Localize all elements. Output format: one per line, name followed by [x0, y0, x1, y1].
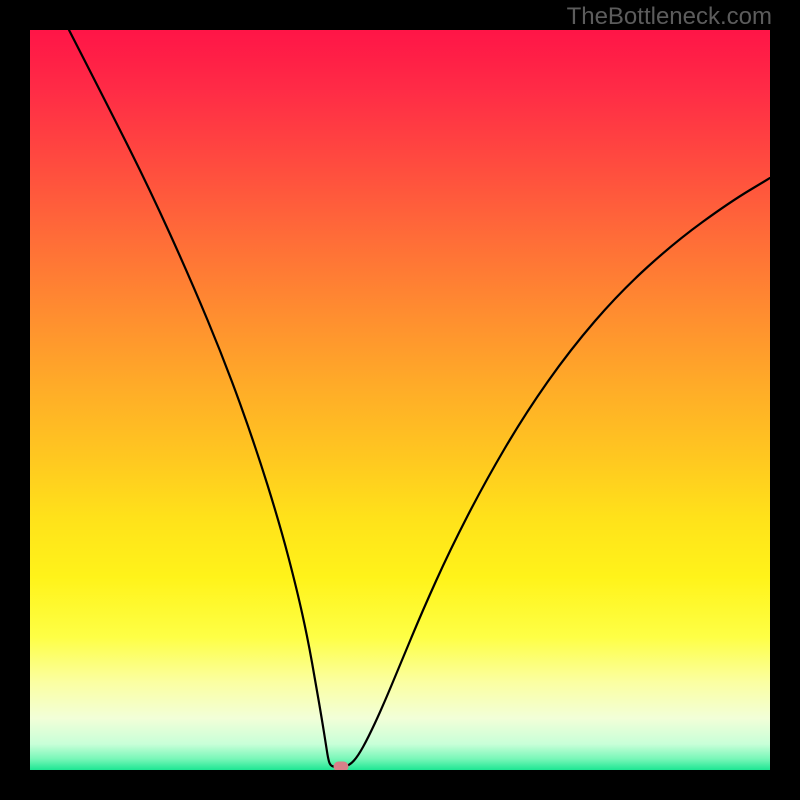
curve-layer — [30, 30, 770, 770]
plot-area — [30, 30, 770, 770]
watermark-text: TheBottleneck.com — [567, 3, 772, 31]
chart-frame: TheBottleneck.com — [0, 0, 800, 800]
marker-dot — [334, 762, 349, 771]
bottleneck-curve — [69, 30, 770, 767]
